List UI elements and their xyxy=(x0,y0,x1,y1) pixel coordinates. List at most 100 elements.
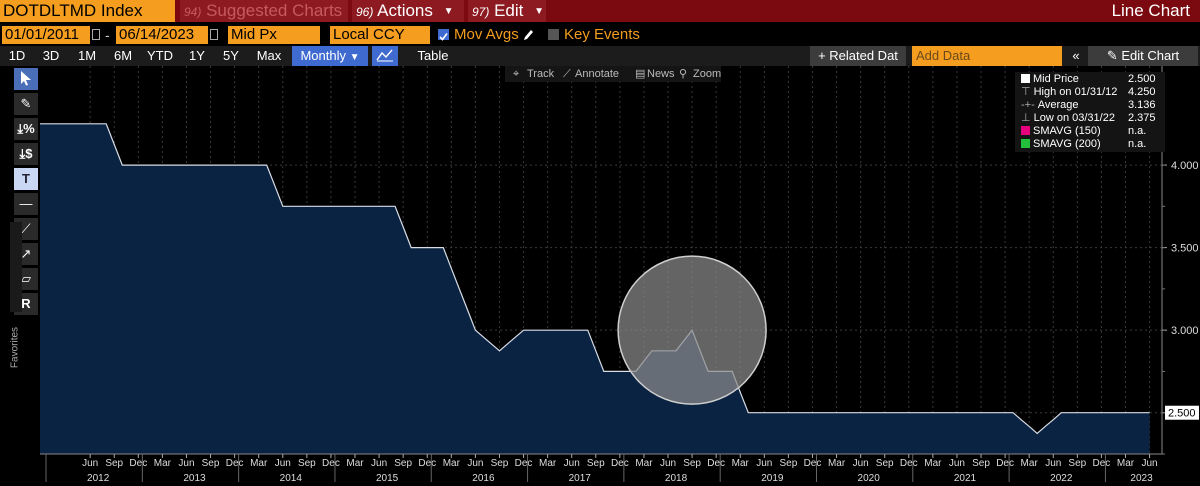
x-tick-label: Dec xyxy=(322,458,340,469)
chart-style-button[interactable] xyxy=(372,46,398,66)
pencil-icon: ✎ xyxy=(1106,48,1118,63)
caret-down-icon: ▼ xyxy=(534,5,545,17)
period-button-3d[interactable]: 3D xyxy=(42,48,60,63)
x-tick-label: Sep xyxy=(587,458,605,469)
x-tick-label: Sep xyxy=(202,458,220,469)
legend-value: n.a. xyxy=(1128,138,1147,150)
chart-legend[interactable]: Mid Price 2.500 ⊤ High on 01/31/12 4.250 … xyxy=(1015,72,1165,152)
favorites-tab[interactable]: Favorites xyxy=(10,222,22,368)
period-button-max[interactable]: Max xyxy=(256,48,282,63)
period-button-6m[interactable]: 6M xyxy=(113,48,133,63)
currency-select[interactable]: Local CCY xyxy=(330,26,430,44)
calendar-icon[interactable] xyxy=(92,29,100,40)
x-tick-label: Sep xyxy=(298,458,316,469)
x-tick-label: Dec xyxy=(515,458,533,469)
date-separator: - xyxy=(105,27,110,43)
annotate-button[interactable]: Annotate xyxy=(575,68,620,80)
chart-x-axis: Jun Sep Dec Mar Jun Sep Dec Mar Jun Sep Dec Mar Jun S… xyxy=(40,453,1162,484)
x-tick-label: Jun xyxy=(82,458,98,469)
x-tick-label: Jun xyxy=(1141,458,1157,469)
key-events-checkbox[interactable] xyxy=(548,29,559,40)
x-tick-label: Mar xyxy=(250,458,268,469)
legend-label: SMAVG (200) xyxy=(1033,138,1101,150)
x-tick-label: Mar xyxy=(732,458,750,469)
edit-key: 97) xyxy=(472,5,490,19)
edit-chart-label: Edit Chart xyxy=(1121,48,1180,63)
x-tick-label: Mar xyxy=(828,458,846,469)
ticker-field[interactable]: DOTDLTMD Index xyxy=(0,0,175,22)
legend-value: 2.375 xyxy=(1128,112,1156,124)
legend-label: Mid Price xyxy=(1033,73,1079,85)
zoom-button[interactable]: Zoom xyxy=(693,68,722,80)
calendar-icon[interactable] xyxy=(210,29,218,40)
x-tick-label: Dec xyxy=(129,458,147,469)
percent-change-tool-icon[interactable]: ⤓% xyxy=(14,118,38,140)
suggested-charts-menu[interactable]: 94) Suggested Charts xyxy=(180,0,348,22)
add-data-input[interactable]: Add Data xyxy=(912,46,1062,66)
legend-row-low: ⊥ Low on 03/31/22 xyxy=(1021,112,1115,125)
suggested-charts-label: Suggested Charts xyxy=(206,1,343,20)
actions-menu[interactable]: 96) Actions ▼ xyxy=(352,0,464,22)
x-year-label: 2019 xyxy=(761,473,784,484)
period-button-1d[interactable]: 1D xyxy=(8,48,26,63)
period-bar: 1D 3D 1M 6M YTD 1Y 5Y Max Monthly ▼ Tabl… xyxy=(0,46,1200,66)
annotate-icon[interactable]: ⟋ xyxy=(563,68,571,80)
line-chart[interactable]: Jun Sep Dec Mar Jun Sep Dec Mar Jun Sep Dec Mar Jun S… xyxy=(0,66,1200,486)
table-button[interactable]: Table xyxy=(417,48,449,63)
x-year-label: 2020 xyxy=(858,473,881,484)
series-area-mid-price xyxy=(40,123,1150,455)
x-year-label: 2016 xyxy=(472,473,495,484)
period-button-ytd[interactable]: YTD xyxy=(147,48,173,63)
edit-chart-button[interactable]: ✎ Edit Chart xyxy=(1088,46,1198,66)
track-button[interactable]: Track xyxy=(527,68,555,80)
start-date-field[interactable]: 01/01/2011 xyxy=(2,26,90,44)
top-bar: DOTDLTMD Index 94) Suggested Charts 96) … xyxy=(0,0,1200,22)
legend-value: 2.500 xyxy=(1128,73,1156,85)
draw-pen-icon[interactable]: ✎ xyxy=(14,93,38,115)
last-value-badge xyxy=(1165,405,1199,420)
y-tick-label: 4.000 xyxy=(1171,160,1199,172)
price-change-tool-icon[interactable]: ⤓$ xyxy=(14,143,38,165)
related-data-button[interactable]: + Related Dat xyxy=(810,46,906,66)
zoom-icon[interactable]: ⚲ xyxy=(679,68,688,80)
x-tick-label: Dec xyxy=(1093,458,1111,469)
key-events-label: Key Events xyxy=(564,26,640,43)
average-marker-icon: -+- xyxy=(1021,99,1035,111)
news-button[interactable]: News xyxy=(647,68,675,80)
x-tick-label: Sep xyxy=(105,458,123,469)
x-year-label: 2023 xyxy=(1130,473,1153,484)
x-year-label: 2012 xyxy=(87,473,110,484)
text-tool-icon[interactable]: T xyxy=(14,168,38,190)
x-tick-label: Dec xyxy=(418,458,436,469)
period-button-1m[interactable]: 1M xyxy=(77,48,97,63)
mov-avgs-label: Mov Avgs xyxy=(454,26,519,43)
x-tick-label: Jun xyxy=(949,458,965,469)
x-tick-label: Dec xyxy=(226,458,244,469)
high-marker-icon: ⊤ xyxy=(1021,86,1031,98)
legend-value: 4.250 xyxy=(1128,86,1156,98)
select-arrow-icon[interactable] xyxy=(14,68,38,90)
frequency-dropdown[interactable]: Monthly ▼ xyxy=(292,46,368,66)
horizontal-line-icon[interactable]: — xyxy=(14,193,38,215)
period-button-1y[interactable]: 1Y xyxy=(189,48,205,63)
last-value-label: 2.500 xyxy=(1168,408,1196,420)
x-tick-label: Sep xyxy=(491,458,509,469)
track-icon[interactable]: ⌖ xyxy=(513,68,520,80)
end-date-field[interactable]: 06/14/2023 xyxy=(116,26,208,44)
range-bar: 01/01/2011 - 06/14/2023 Mid Px Local CCY… xyxy=(0,24,1200,46)
checkmark-icon xyxy=(439,33,448,41)
period-button-5y[interactable]: 5Y xyxy=(223,48,239,63)
legend-value: n.a. xyxy=(1128,125,1147,137)
x-tick-label: Mar xyxy=(924,458,942,469)
x-tick-label: Sep xyxy=(394,458,412,469)
legend-row-high: ⊤ High on 01/31/12 xyxy=(1021,86,1117,99)
edit-menu[interactable]: 97) Edit ▼ xyxy=(468,0,546,22)
mov-avgs-checkbox[interactable] xyxy=(438,29,449,41)
x-tick-label: Jun xyxy=(660,458,676,469)
news-icon[interactable]: ▤ xyxy=(635,68,646,80)
legend-label: SMAVG (150) xyxy=(1033,125,1101,137)
collapse-left-icon[interactable]: « xyxy=(1072,48,1080,63)
price-field-select[interactable]: Mid Px xyxy=(228,26,320,44)
pencil-icon[interactable] xyxy=(522,28,534,47)
